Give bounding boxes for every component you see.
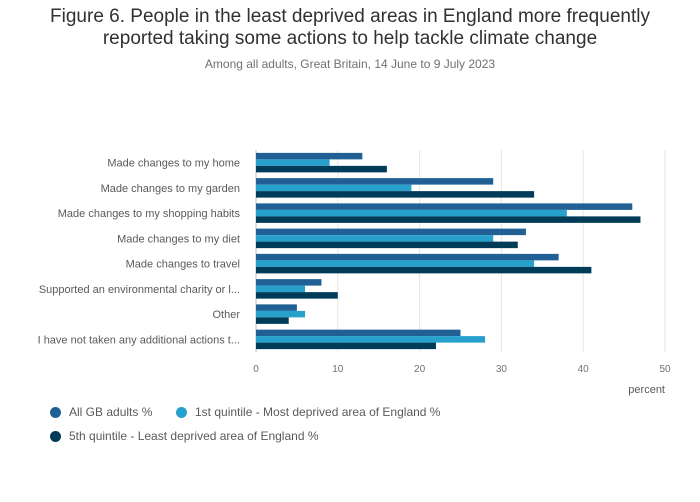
legend-swatch — [50, 406, 61, 418]
bar-series-1[interactable] — [256, 228, 526, 236]
x-tick-label: 20 — [414, 364, 426, 375]
category-label: Made changes to my shopping habits — [58, 208, 241, 220]
category-label: I have not taken any additional actions … — [38, 334, 240, 346]
chart-title-line-2: reported taking some actions to help tac… — [102, 28, 598, 49]
category-label: Other — [212, 309, 240, 321]
legend-item[interactable]: 1st quintile - Most deprived area of Eng… — [176, 405, 440, 419]
legend-swatch — [50, 430, 61, 442]
bar-series-1[interactable] — [256, 304, 297, 311]
chart-title: Figure 6. People in the least deprived a… — [0, 6, 700, 50]
bar-series-2[interactable] — [256, 184, 412, 192]
bar-series-3[interactable] — [256, 241, 518, 249]
category-label: Made changes to my diet — [117, 233, 240, 245]
bar-series-2[interactable] — [256, 310, 306, 318]
bar-series-3[interactable] — [256, 292, 338, 299]
bar-series-1[interactable] — [256, 279, 322, 286]
bar-series-3[interactable] — [256, 165, 387, 173]
x-axis-label: percent — [628, 384, 665, 396]
bar-series-3[interactable] — [256, 191, 535, 198]
legend-label: All GB adults % — [69, 405, 153, 419]
category-label: Supported an environmental charity or l.… — [39, 284, 240, 296]
bar-series-1[interactable] — [256, 178, 494, 185]
x-tick-label: 50 — [659, 364, 671, 375]
bar-series-3[interactable] — [256, 216, 641, 223]
bar-series-2[interactable] — [256, 209, 567, 217]
category-label: Made changes to my home — [107, 158, 240, 170]
bar-series-3[interactable] — [256, 317, 289, 324]
bar-series-3[interactable] — [256, 342, 436, 350]
legend-label: 5th quintile - Least deprived area of En… — [69, 429, 319, 443]
x-tick-label: 0 — [253, 364, 259, 375]
legend-swatch — [176, 406, 187, 418]
category-labels: Made changes to my home Made changes to m… — [38, 158, 241, 347]
bar-series-2[interactable] — [256, 235, 494, 242]
legend-item[interactable]: All GB adults % — [50, 405, 152, 419]
chart-subtitle: Among all adults, Great Britain, 14 June… — [204, 57, 496, 71]
x-tick-labels: 0 10 20 30 40 50 — [253, 364, 671, 375]
bar-series-1[interactable] — [256, 203, 633, 210]
x-tick-label: 30 — [496, 364, 508, 375]
category-label: Made changes to my garden — [101, 183, 240, 195]
bars — [256, 152, 641, 350]
x-tick-label: 10 — [332, 364, 344, 375]
bar-series-1[interactable] — [256, 329, 461, 337]
x-tick-label: 40 — [578, 364, 590, 375]
bar-series-1[interactable] — [256, 152, 363, 160]
legend-label: 1st quintile - Most deprived area of Eng… — [195, 405, 441, 419]
category-label: Made changes to travel — [126, 259, 240, 271]
bar-series-2[interactable] — [256, 285, 306, 293]
legend-item[interactable]: 5th quintile - Least deprived area of En… — [50, 429, 319, 443]
bar-series-2[interactable] — [256, 260, 535, 267]
bar-series-3[interactable] — [256, 266, 592, 274]
bar-series-2[interactable] — [256, 336, 486, 343]
bar-series-2[interactable] — [256, 159, 330, 166]
bar-series-1[interactable] — [256, 253, 559, 261]
chart-title-line-1: Figure 6. People in the least deprived a… — [50, 6, 650, 27]
